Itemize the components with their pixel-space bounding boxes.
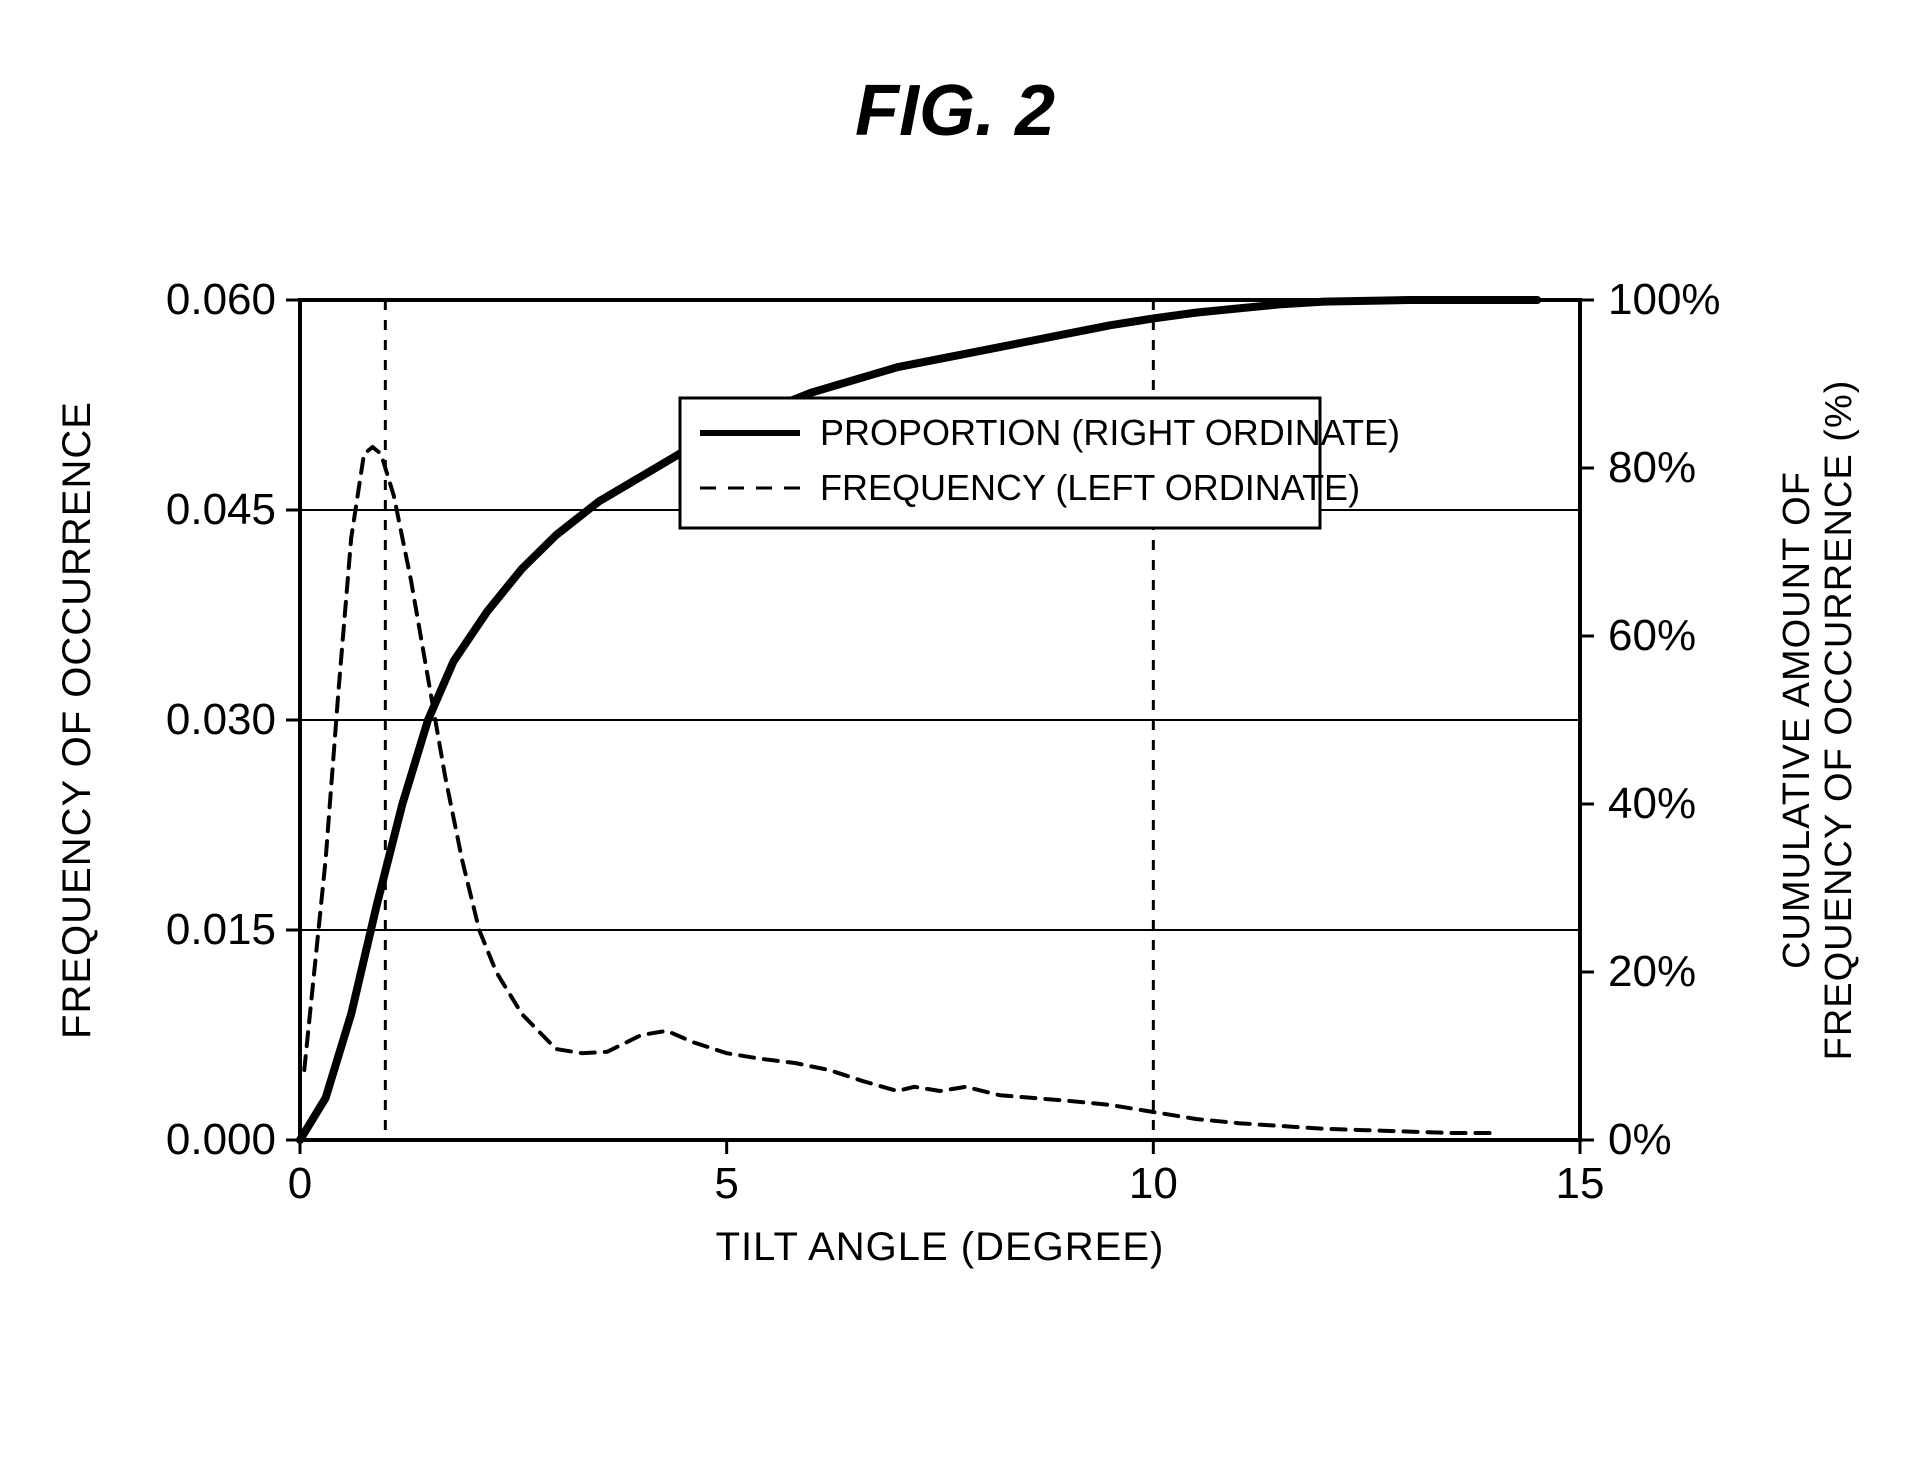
x-axis-label: TILT ANGLE (DEGREE) [716, 1225, 1165, 1269]
y-left-axis-label: FREQUENCY OF OCCURRENCE [55, 401, 99, 1039]
y-right-tick-label: 0% [1608, 1115, 1672, 1164]
y-left-tick-label: 0.030 [166, 695, 276, 744]
y-right-tick-label: 40% [1608, 779, 1696, 828]
legend-label: FREQUENCY (LEFT ORDINATE) [820, 467, 1360, 508]
y-left-tick-label: 0.060 [166, 275, 276, 324]
y-right-tick-label: 60% [1608, 611, 1696, 660]
y-right-tick-label: 100% [1608, 275, 1721, 324]
y-left-tick-label: 0.000 [166, 1115, 276, 1164]
y-right-tick-label: 20% [1608, 947, 1696, 996]
y-left-tick-label: 0.015 [166, 905, 276, 954]
x-tick-label: 15 [1556, 1159, 1605, 1208]
x-tick-label: 0 [288, 1159, 312, 1208]
y-right-tick-label: 80% [1608, 443, 1696, 492]
x-tick-label: 10 [1129, 1159, 1178, 1208]
series-frequency [304, 447, 1494, 1133]
chart-svg: 0 5 10 15 0.000 0.015 0.030 0.045 0.060 0% 20% 40% 6… [0, 0, 1910, 1482]
y-right-axis-label: CUMULATIVE AMOUNT OFFREQUENCY OF OCCURRE… [1776, 380, 1860, 1061]
legend-label: PROPORTION (RIGHT ORDINATE) [820, 412, 1400, 453]
y-left-tick-label: 0.045 [166, 485, 276, 534]
x-tick-label: 5 [714, 1159, 738, 1208]
